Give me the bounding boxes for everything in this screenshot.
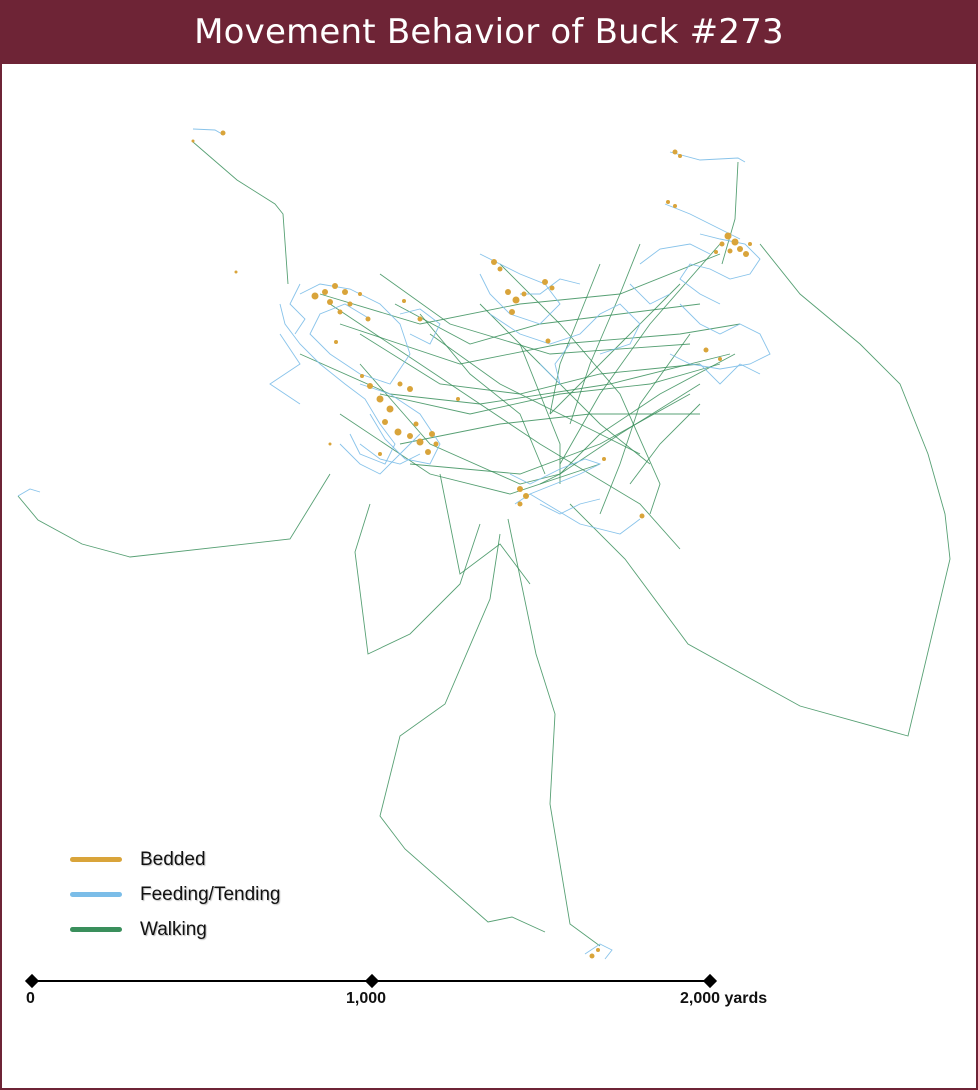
- walking-tracks: [17, 141, 951, 947]
- bedded-site-north-center: [491, 259, 555, 344]
- walking-track-south-2: [507, 518, 601, 947]
- feeding-track-ne-1: [669, 151, 746, 163]
- legend-swatch-walking: [70, 927, 122, 932]
- bedded-site-south-end: [589, 948, 600, 959]
- walking-track-ne: [721, 161, 739, 265]
- scale-label-2000: 2,000 yards: [680, 990, 768, 1007]
- feeding-cluster-west: [269, 283, 441, 475]
- bedded-site-east: [714, 232, 752, 257]
- walking-track-west-loop: [17, 473, 331, 558]
- walking-track-east-loop: [569, 243, 951, 737]
- feeding-track-nw-start: [192, 128, 223, 135]
- legend-label-feeding: Feeding/Tending: [140, 883, 281, 905]
- movement-map: [17, 128, 951, 989]
- feeding-track-se: [529, 493, 641, 535]
- legend-label-walking: Walking: [140, 918, 207, 940]
- walking-track-sw: [354, 503, 481, 655]
- walking-track-s3: [439, 473, 531, 585]
- feeding-track-south-end: [584, 943, 613, 960]
- legend-item-feeding: Feeding/Tending: [70, 877, 281, 912]
- scale-label-1000: 1,000: [346, 990, 387, 1007]
- walking-track-nw: [192, 141, 289, 285]
- bedded-site-east-2: [703, 347, 722, 361]
- legend-item-walking: Walking: [70, 912, 281, 947]
- walking-track-south: [379, 533, 546, 933]
- legend-label-bedded: Bedded: [140, 848, 206, 870]
- legend-swatch-bedded: [70, 857, 122, 862]
- walking-web: [299, 243, 741, 550]
- scale-tick-0: [24, 973, 40, 989]
- bedded-site-west: [234, 270, 423, 344]
- bedded-site-south: [517, 457, 645, 519]
- legend-item-bedded: Bedded: [70, 842, 281, 877]
- bedded-sites: [191, 130, 752, 959]
- scale-label-0: 0: [26, 990, 35, 1007]
- feeding-tracks: [17, 128, 771, 960]
- bedded-site-ne-2: [666, 200, 677, 208]
- bedded-site-center-west: [328, 374, 460, 456]
- title-bar: Movement Behavior of Buck #273: [0, 0, 978, 64]
- legend-swatch-feeding: [70, 892, 122, 897]
- bedded-site-nw: [191, 130, 226, 143]
- feeding-cluster-south: [359, 443, 602, 515]
- bedded-site-ne-top: [672, 149, 682, 158]
- legend: Bedded Feeding/Tending Walking: [70, 842, 281, 947]
- feeding-track-west: [17, 488, 41, 497]
- scale-tick-1000: [364, 973, 380, 989]
- scale-bar: [24, 973, 718, 989]
- page-title: Movement Behavior of Buck #273: [194, 12, 784, 52]
- scale-tick-2000: [702, 973, 718, 989]
